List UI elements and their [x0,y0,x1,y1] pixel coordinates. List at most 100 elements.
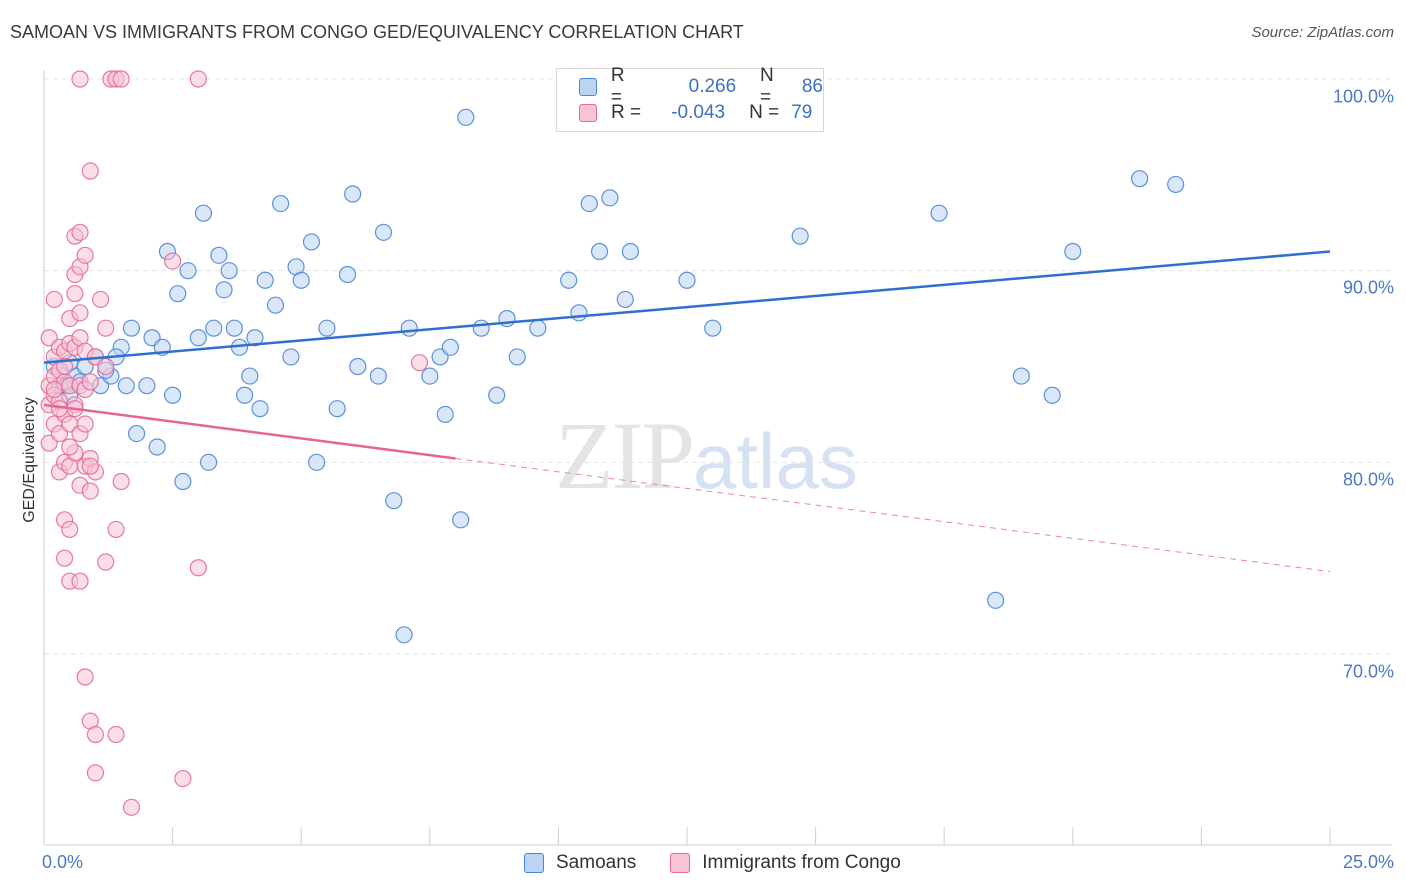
congo-trend-line [43,403,456,460]
samoan-point [302,233,321,251]
legend-swatch-blue [524,853,544,873]
samoan-point [241,367,259,385]
samoan-point [174,472,192,491]
samoan-point [308,453,326,471]
congo-point [71,304,89,322]
congo-point [97,357,115,376]
samoan-point [127,424,146,443]
samoan-point [169,285,187,303]
congo-point [97,553,115,571]
samoan-point [488,386,506,404]
congo-point [81,482,99,500]
congo-point [107,520,125,539]
legend-item-samoans[interactable]: Samoans [524,852,636,874]
congo-point [164,252,182,270]
chart-title: SAMOAN VS IMMIGRANTS FROM CONGO GED/EQUI… [10,22,744,42]
samoan-point [529,319,547,337]
samoan-point [272,194,290,213]
samoan-point [220,262,238,280]
legend-n-value: 79 [791,102,813,123]
samoan-point [338,265,357,284]
samoan-point [1131,170,1149,188]
samoan-point [930,204,948,222]
samoan-point [385,492,403,510]
samoan-point [678,271,696,289]
legend-n-label: N = [749,102,780,123]
congo-trend-extension [455,458,1331,573]
samoan-point [148,438,166,456]
congo-point [55,549,74,567]
samoan-point [601,189,619,207]
samoan-point [205,319,223,337]
congo-point [122,798,141,816]
samoan-point [369,367,387,385]
congo-point [81,457,99,475]
samoan-point [508,348,526,366]
watermark-zip: ZIP [555,402,695,509]
legend-row-samoans: R = 0.266 N = 86 [579,65,823,108]
congo-point [81,373,99,391]
samoan-point [590,242,609,261]
samoan-point [570,304,588,322]
watermark-atlas: atlas [693,417,858,505]
samoan-point [200,453,218,471]
congo-point [45,290,63,309]
source-credit: Source: ZipAtlas.com [1251,24,1394,41]
congo-point [76,668,94,686]
congo-point [55,357,74,376]
congo-point [91,290,110,309]
samoan-point [395,626,413,644]
samoan-trend-line [43,250,1331,364]
legend-swatch-blue [579,78,597,96]
congo-point [107,725,125,744]
legend-row-congo: R = -0.043 N = 79 [579,101,812,125]
samoan-point [210,246,228,264]
legend-r-label: R = [610,65,625,108]
samoan-point [791,227,809,245]
congo-point [71,572,89,590]
samoan-point [374,223,393,241]
samoan-point [621,242,640,261]
correlation-legend: R = 0.266 N = 86 R = -0.043 N = 79 [556,65,824,132]
congo-point [71,223,89,241]
y-tick-label-90: 90.0% [1342,277,1394,298]
samoan-point [580,194,598,213]
x-tick-label-max: 25.0% [1342,852,1394,872]
legend-label-samoans: Samoans [556,852,637,873]
samoan-point [421,367,439,385]
y-tick-label-70: 70.0% [1342,661,1394,682]
congo-point [66,285,84,303]
samoan-point [1012,367,1030,385]
samoan-point [441,338,459,356]
congo-point [189,70,207,88]
samoan-point [318,319,336,337]
samoan-point [266,296,285,314]
congo-point [76,246,94,264]
congo-point [76,415,94,433]
samoan-point [122,319,141,337]
samoan-point [117,377,135,395]
samoan-point [246,329,264,347]
congo-point [174,769,192,788]
samoan-point [436,405,454,424]
samoan-point [704,319,722,337]
congo-point [86,725,105,744]
congo-point [97,319,115,337]
samoan-point [616,290,634,309]
samoan-point [179,262,197,280]
legend-n-value: 86 [801,76,823,97]
samoan-point [164,386,182,404]
congo-point [410,354,429,372]
x-tick-label-min: 0.0% [42,852,84,872]
samoan-point [349,357,367,376]
samoan-point [236,386,254,404]
series-legend: Samoans Immigrants from Congo [524,852,935,874]
congo-point [61,438,79,456]
samoan-point [1064,242,1082,261]
legend-item-congo[interactable]: Immigrants from Congo [670,852,901,874]
y-tick-label-100: 100.0% [1332,86,1394,107]
legend-r-value: 0.266 [688,76,737,97]
samoan-point [225,319,243,337]
samoan-point [1167,175,1185,194]
